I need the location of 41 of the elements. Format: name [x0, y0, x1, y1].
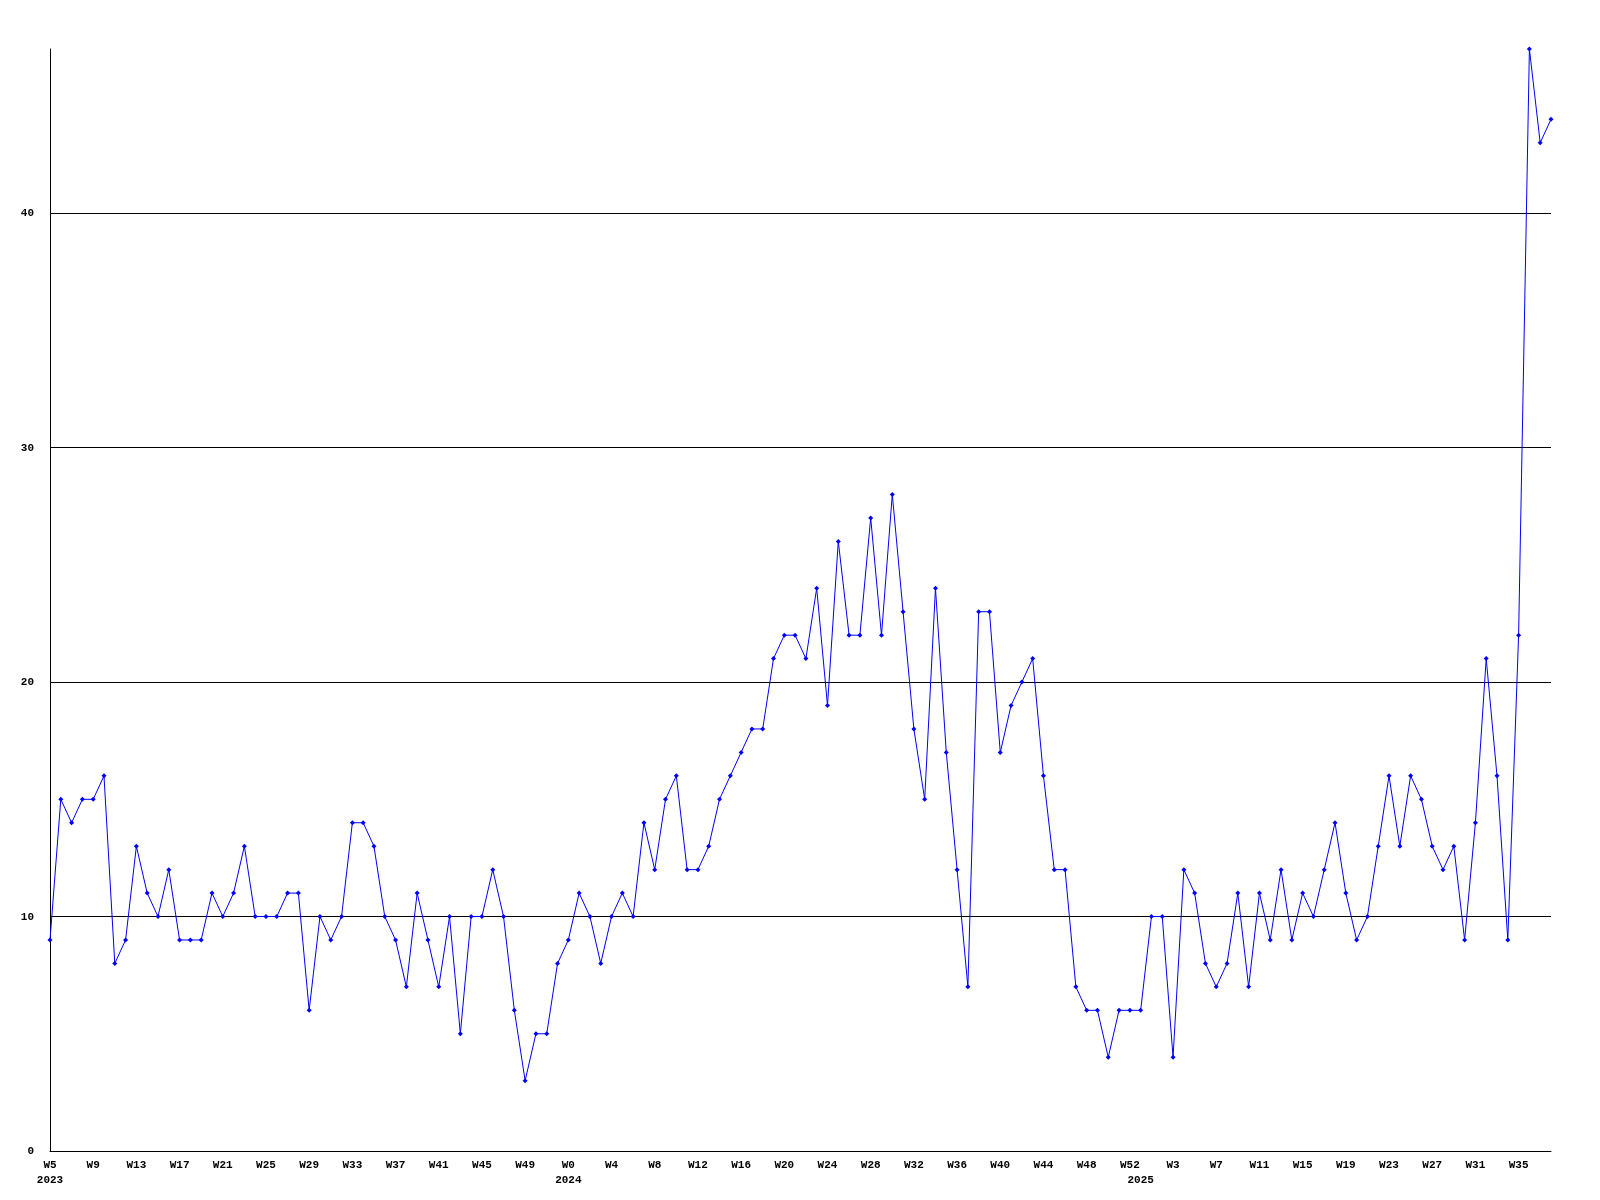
- x-tick-label: W44: [1033, 1158, 1054, 1171]
- x-tick-label: W35: [1508, 1158, 1529, 1171]
- x-tick-label: W19: [1335, 1158, 1356, 1171]
- x-tick-label: W25: [256, 1158, 277, 1171]
- y-tick-label: 30: [20, 441, 34, 454]
- x-tick-label: W15: [1292, 1158, 1313, 1171]
- x-tick-label: W12: [688, 1158, 708, 1171]
- x-tick-label: W9: [86, 1158, 100, 1171]
- x-tick-label: W7: [1209, 1158, 1223, 1171]
- x-tick-label: W37: [385, 1158, 406, 1171]
- x-tick-label: W5 2023: [36, 1158, 64, 1186]
- x-tick-label: W48: [1076, 1158, 1097, 1171]
- x-tick-label: W33: [342, 1158, 363, 1171]
- x-tick-label: W28: [860, 1158, 881, 1171]
- x-tick-label: W24: [817, 1158, 838, 1171]
- y-tick-label: 40: [20, 207, 34, 220]
- x-tick-label: W52: [1119, 1158, 1140, 1171]
- x-tick-label: W49: [515, 1158, 536, 1171]
- x-tick-label: W21: [212, 1158, 234, 1171]
- x-tick-label: W29: [299, 1158, 320, 1171]
- x-tick-label: W32: [903, 1158, 924, 1171]
- x-tick-label: W45: [472, 1158, 493, 1171]
- x-tick-label: W17: [169, 1158, 190, 1171]
- x-tick-label: W0 2024: [555, 1158, 582, 1186]
- x-tick-label: W13: [126, 1158, 147, 1171]
- x-tick-label: W27: [1422, 1158, 1443, 1171]
- y-tick-label: 20: [20, 676, 34, 689]
- x-tick-label: W8: [648, 1158, 662, 1171]
- x-tick-label: W31: [1465, 1158, 1486, 1171]
- x-tick-label: W3: [1166, 1158, 1181, 1171]
- x-tick-label: W11: [1249, 1158, 1270, 1171]
- x-tick-label: W23: [1379, 1158, 1400, 1171]
- x-tick-label: W41: [428, 1158, 450, 1171]
- x-tick-label: W40: [990, 1158, 1011, 1171]
- y-tick-label: 0: [27, 1145, 34, 1157]
- x-tick-label: W4: [604, 1158, 619, 1171]
- x-tick-label: W16: [731, 1158, 752, 1171]
- x-tick-label: W36: [947, 1158, 967, 1171]
- x-tick-label: 2025: [1127, 1173, 1155, 1186]
- x-tick-label: W20: [774, 1158, 795, 1171]
- y-tick-label: 10: [20, 910, 34, 923]
